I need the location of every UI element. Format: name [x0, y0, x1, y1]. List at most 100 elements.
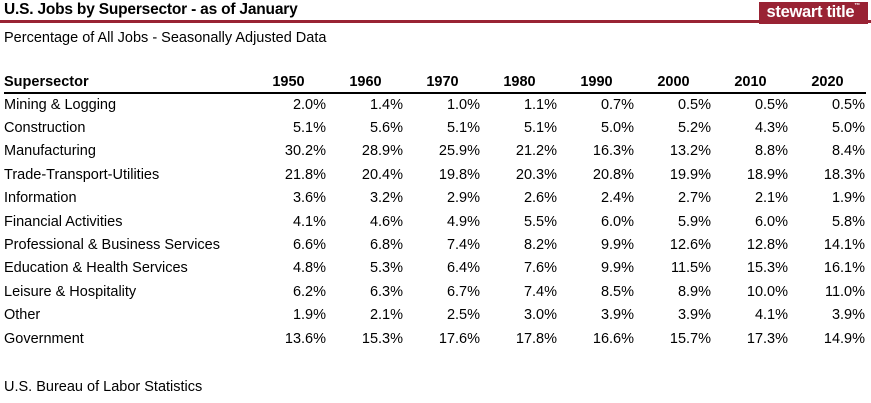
row-label: Financial Activities	[4, 213, 123, 230]
value-cell: 6.7%	[446, 283, 480, 300]
value-cell: 2.7%	[677, 190, 711, 207]
value-cell: 1.9%	[831, 190, 865, 207]
row-label: Manufacturing	[4, 143, 96, 160]
value-cell: 2.1%	[369, 307, 403, 324]
value-cell: 1.4%	[369, 97, 403, 114]
value-cell: 3.0%	[523, 307, 557, 324]
value-cell: 19.9%	[669, 166, 711, 183]
table-row: Other 1.9% 2.1% 2.5% 3.0% 3.9% 3.9% 4.1% 3.9%	[4, 304, 866, 327]
value-cell: 8.8%	[754, 143, 788, 160]
value-cell: 3.2%	[369, 190, 403, 207]
row-label: Professional & Business Services	[4, 237, 220, 254]
page-title: U.S. Jobs by Supersector - as of January	[4, 1, 298, 18]
value-cell: 4.9%	[446, 213, 480, 230]
value-cell: 4.1%	[754, 307, 788, 324]
value-cell: 5.0%	[600, 120, 634, 137]
value-cell: 15.3%	[361, 330, 403, 347]
value-cell: 12.6%	[669, 237, 711, 254]
value-cell: 8.9%	[677, 283, 711, 300]
row-label: Trade-Transport-Utilities	[4, 166, 160, 183]
table-row: Leisure & Hospitality 6.2% 6.3% 6.7% 7.4% 8.5…	[4, 280, 866, 303]
value-cell: 8.2%	[523, 237, 557, 254]
row-label: Other	[4, 307, 41, 324]
value-cell: 0.5%	[677, 97, 711, 114]
value-cell: 4.3%	[754, 120, 788, 137]
column-header-1950: 1950	[250, 71, 327, 94]
title-divider	[0, 20, 871, 23]
value-cell: 3.9%	[831, 307, 865, 324]
value-cell: 14.9%	[823, 330, 865, 347]
table-row: Education & Health Services 4.8% 5.3% 6.4% 7…	[4, 257, 866, 280]
value-cell: 5.1%	[523, 120, 557, 137]
row-label: Government	[4, 330, 84, 347]
value-cell: 3.6%	[292, 190, 326, 207]
value-cell: 5.2%	[677, 120, 711, 137]
value-cell: 21.8%	[284, 166, 326, 183]
trademark-icon: ™	[854, 3, 860, 9]
value-cell: 0.5%	[831, 97, 865, 114]
value-cell: 17.8%	[515, 330, 557, 347]
page-subtitle: Percentage of All Jobs - Seasonally Adju…	[4, 30, 327, 46]
value-cell: 4.8%	[292, 260, 326, 277]
value-cell: 6.2%	[292, 283, 326, 300]
value-cell: 2.1%	[754, 190, 788, 207]
value-cell: 17.6%	[438, 330, 480, 347]
jobs-by-supersector-table: Supersector 1950 1960 1970 1980 1990 2000 2010 2…	[4, 71, 866, 350]
column-header-1980: 1980	[481, 71, 558, 94]
value-cell: 6.0%	[754, 213, 788, 230]
value-cell: 3.9%	[600, 307, 634, 324]
value-cell: 13.6%	[284, 330, 326, 347]
value-cell: 2.4%	[600, 190, 634, 207]
value-cell: 8.4%	[831, 143, 865, 160]
row-label: Leisure & Hospitality	[4, 283, 137, 300]
value-cell: 9.9%	[600, 237, 634, 254]
value-cell: 16.3%	[592, 143, 634, 160]
value-cell: 1.9%	[292, 307, 326, 324]
table-row: Trade-Transport-Utilities 21.8% 20.4% 19.8%…	[4, 163, 866, 186]
column-header-2000: 2000	[635, 71, 712, 94]
value-cell: 11.0%	[824, 283, 865, 300]
value-cell: 6.4%	[446, 260, 480, 277]
value-cell: 7.4%	[446, 237, 480, 254]
value-cell: 5.0%	[831, 120, 865, 137]
value-cell: 30.2%	[284, 143, 326, 160]
row-label: Education & Health Services	[4, 260, 188, 277]
value-cell: 6.0%	[600, 213, 634, 230]
value-cell: 2.5%	[446, 307, 480, 324]
value-cell: 6.6%	[292, 237, 326, 254]
value-cell: 7.4%	[523, 283, 557, 300]
value-cell: 15.3%	[746, 260, 788, 277]
value-cell: 0.5%	[754, 97, 788, 114]
value-cell: 20.8%	[592, 166, 634, 183]
value-cell: 5.6%	[369, 120, 403, 137]
value-cell: 19.8%	[438, 166, 480, 183]
table-row: Professional & Business Services 6.6% 6.8%…	[4, 233, 866, 256]
value-cell: 5.3%	[369, 260, 403, 277]
row-label: Mining & Logging	[4, 97, 117, 114]
source-note: U.S. Bureau of Labor Statistics	[4, 379, 203, 395]
value-cell: 5.5%	[523, 213, 557, 230]
column-header-1970: 1970	[404, 71, 481, 94]
value-cell: 5.9%	[677, 213, 711, 230]
value-cell: 9.9%	[600, 260, 634, 277]
value-cell: 15.7%	[669, 330, 711, 347]
column-header-supersector: Supersector	[4, 71, 250, 94]
value-cell: 5.1%	[292, 120, 326, 137]
value-cell: 1.1%	[523, 97, 557, 114]
value-cell: 20.3%	[515, 166, 557, 183]
value-cell: 1.0%	[446, 97, 480, 114]
value-cell: 12.8%	[746, 237, 788, 254]
value-cell: 4.1%	[292, 213, 326, 230]
value-cell: 17.3%	[746, 330, 788, 347]
value-cell: 18.3%	[823, 166, 865, 183]
value-cell: 5.1%	[446, 120, 480, 137]
column-header-1990: 1990	[558, 71, 635, 94]
stewart-title-logo: stewart title™	[758, 2, 868, 24]
value-cell: 8.5%	[600, 283, 634, 300]
value-cell: 4.6%	[369, 213, 403, 230]
value-cell: 5.8%	[831, 213, 865, 230]
value-cell: 2.9%	[446, 190, 480, 207]
row-label: Construction	[4, 120, 86, 137]
table-row: Construction 5.1% 5.6% 5.1% 5.1% 5.0% 5.2% 4.3%…	[4, 116, 866, 139]
